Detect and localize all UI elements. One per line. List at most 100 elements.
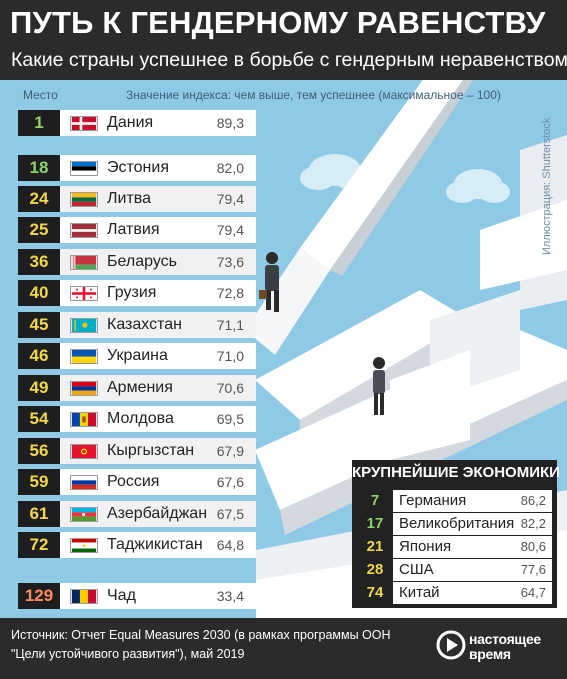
moldova-flag-icon bbox=[70, 412, 98, 427]
index-value: 82,2 bbox=[520, 516, 546, 531]
country-name: Беларусь bbox=[107, 253, 177, 270]
chad-flag-icon bbox=[70, 589, 98, 604]
index-value: 64,7 bbox=[520, 585, 546, 600]
rank-cell: 59 bbox=[18, 469, 60, 495]
table-row: 46 Украина 71,0 bbox=[18, 343, 256, 369]
upper-stairs bbox=[245, 80, 474, 355]
brand-logo-line1: настоящее bbox=[469, 631, 541, 647]
index-value: 82,0 bbox=[216, 160, 244, 176]
estonia-flag-icon bbox=[70, 161, 98, 176]
kyrgyzstan-flag-icon bbox=[70, 444, 98, 459]
source-note: Источник: Отчет Equal Measures 2030 (в р… bbox=[11, 628, 391, 661]
brand-logo: настоящее время bbox=[469, 632, 541, 662]
index-value: 70,6 bbox=[216, 380, 244, 396]
right-steps bbox=[390, 135, 567, 460]
table-row: 28 США 77,6 bbox=[357, 559, 552, 581]
index-value: 71,0 bbox=[216, 348, 244, 364]
rank-cell: 21 bbox=[357, 536, 393, 558]
country-name: Литва bbox=[107, 190, 151, 207]
rank-cell: 54 bbox=[18, 406, 60, 432]
country-name: Эстония bbox=[107, 159, 169, 176]
header-bar: ПУТЬ К ГЕНДЕРНОМУ РАВЕНСТВУ Какие страны… bbox=[0, 0, 567, 80]
index-value: 89,3 bbox=[216, 115, 244, 131]
country-name: Азербайджан bbox=[107, 505, 208, 522]
table-row: 17 Великобритания 82,2 bbox=[357, 513, 552, 535]
kazakhstan-flag-icon bbox=[70, 318, 98, 333]
azerbaijan-flag-icon bbox=[70, 507, 98, 522]
table-row: 24 Литва 79,4 bbox=[18, 186, 256, 212]
index-value: 73,6 bbox=[216, 254, 244, 270]
rank-cell: 46 bbox=[18, 343, 60, 369]
index-value: 77,6 bbox=[520, 562, 546, 577]
page-subtitle: Какие страны успешнее в борьбе с гендерн… bbox=[11, 49, 567, 71]
belarus-flag-icon bbox=[70, 255, 98, 270]
table-row: 56 Кыргызстан 67,9 bbox=[18, 438, 256, 464]
index-value: 69,5 bbox=[216, 411, 244, 427]
denmark-flag-icon bbox=[70, 116, 98, 131]
country-name: Китай bbox=[399, 584, 440, 601]
largest-economies-panel: КРУПНЕЙШИЕ ЭКОНОМИКИ 7 Германия 86,2 17 … bbox=[352, 460, 560, 608]
country-name: Великобритания bbox=[399, 515, 515, 532]
rank-cell: 74 bbox=[357, 582, 393, 604]
rank-cell: 45 bbox=[18, 312, 60, 338]
table-row: 7 Германия 86,2 bbox=[357, 490, 552, 512]
cloud-icon bbox=[300, 154, 510, 203]
rank-cell: 25 bbox=[18, 217, 60, 243]
table-row: 40 Грузия 72,8 bbox=[18, 280, 256, 306]
index-value: 80,6 bbox=[520, 539, 546, 554]
table-row: 1 Дания 89,3 bbox=[18, 110, 256, 136]
rank-cell: 72 bbox=[18, 532, 60, 558]
woman-figure bbox=[373, 357, 385, 415]
table-row: 18 Эстония 82,0 bbox=[18, 155, 256, 181]
footer-bar: Источник: Отчет Equal Measures 2030 (в р… bbox=[0, 618, 567, 679]
page-title: ПУТЬ К ГЕНДЕРНОМУ РАВЕНСТВУ bbox=[10, 5, 546, 40]
man-figure bbox=[259, 252, 279, 312]
table-row: 72 Таджикистан 64,8 bbox=[18, 532, 256, 558]
country-name: Грузия bbox=[107, 284, 157, 301]
country-name: Япония bbox=[399, 538, 452, 555]
table-row: 45 Казахстан 71,1 bbox=[18, 312, 256, 338]
country-name: Казахстан bbox=[107, 316, 182, 333]
latvia-flag-icon bbox=[70, 223, 98, 238]
country-name: Таджикистан bbox=[107, 536, 203, 553]
rank-cell: 49 bbox=[18, 375, 60, 401]
ukraine-flag-icon bbox=[70, 349, 98, 364]
table-row: 49 Армения 70,6 bbox=[18, 375, 256, 401]
country-name: Армения bbox=[107, 379, 173, 396]
table-row: 59 Россия 67,6 bbox=[18, 469, 256, 495]
index-value: 79,4 bbox=[216, 191, 244, 207]
russia-flag-icon bbox=[70, 475, 98, 490]
index-value: 71,1 bbox=[216, 317, 244, 333]
play-logo-icon bbox=[436, 630, 466, 660]
index-value: 79,4 bbox=[216, 222, 244, 238]
table-row: 129 Чад 33,4 bbox=[18, 583, 256, 609]
value-column-header: Значение индекса: чем выше, тем успешнее… bbox=[126, 88, 501, 102]
table-row: 21 Япония 80,6 bbox=[357, 536, 552, 558]
index-value: 67,5 bbox=[216, 506, 244, 522]
index-value: 67,6 bbox=[216, 474, 244, 490]
armenia-flag-icon bbox=[70, 381, 98, 396]
index-value: 67,9 bbox=[216, 443, 244, 459]
country-name: Дания bbox=[107, 114, 154, 131]
rank-cell: 40 bbox=[18, 280, 60, 306]
rank-column-header: Место bbox=[23, 88, 58, 102]
country-name: Россия bbox=[107, 473, 160, 490]
illustration-credit: Иллюстрация: Shutterstock bbox=[541, 117, 553, 255]
rank-cell: 18 bbox=[18, 155, 60, 181]
rank-cell: 24 bbox=[18, 186, 60, 212]
rank-cell: 1 bbox=[18, 110, 60, 136]
economies-title: КРУПНЕЙШИЕ ЭКОНОМИКИ bbox=[352, 464, 560, 481]
country-name: Молдова bbox=[107, 410, 174, 427]
table-row: 74 Китай 64,7 bbox=[357, 582, 552, 604]
country-name: Германия bbox=[399, 492, 467, 509]
table-row: 61 Азербайджан 67,5 bbox=[18, 501, 256, 527]
brand-logo-line2: время bbox=[469, 646, 511, 662]
tajikistan-flag-icon bbox=[70, 538, 98, 553]
rank-cell: 129 bbox=[18, 583, 60, 609]
country-name: Латвия bbox=[107, 221, 160, 238]
rank-cell: 61 bbox=[18, 501, 60, 527]
georgia-flag-icon bbox=[70, 286, 98, 301]
table-row: 25 Латвия 79,4 bbox=[18, 217, 256, 243]
table-row: 36 Беларусь 73,6 bbox=[18, 249, 256, 275]
rank-cell: 28 bbox=[357, 559, 393, 581]
